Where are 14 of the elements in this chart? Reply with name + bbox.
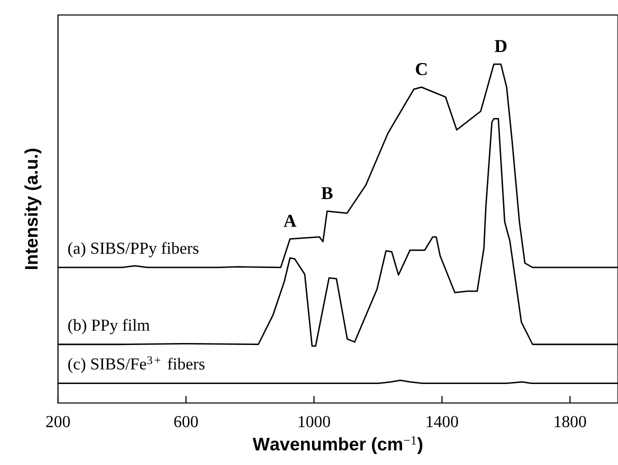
series-label: (b) PPy film bbox=[68, 318, 150, 334]
x-tick-label: 600 bbox=[174, 416, 198, 428]
x-tick-label: 200 bbox=[46, 416, 70, 428]
y-axis-title: Intensity (a.u.) bbox=[24, 148, 42, 269]
annotation: A bbox=[284, 214, 296, 227]
series-label: (a) SIBS/PPy fibers bbox=[68, 242, 198, 258]
annotation: C bbox=[416, 63, 427, 76]
series-label: (c) SIBS/Fe$^{3+}$ fibers bbox=[68, 356, 204, 373]
annotation: D bbox=[494, 40, 507, 52]
x-tick-label: 1400 bbox=[426, 416, 458, 428]
x-axis-title: Wavenumber (cm$^{−1}$) bbox=[252, 436, 422, 454]
x-tick-label: 1000 bbox=[298, 416, 330, 428]
annotation: B bbox=[321, 187, 333, 200]
x-tick-label: 1800 bbox=[554, 416, 586, 428]
